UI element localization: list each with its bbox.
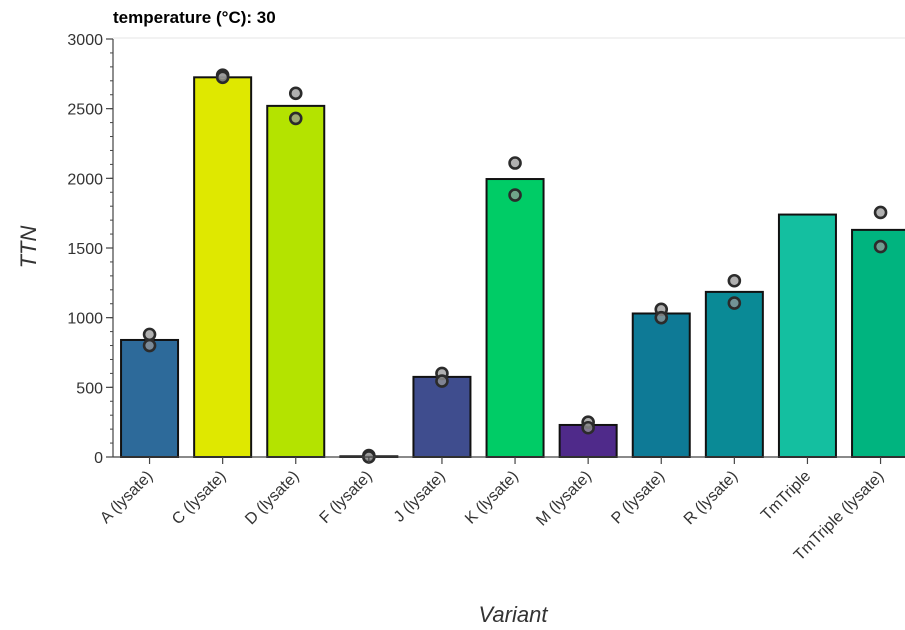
- y-tick-label: 3000: [67, 32, 103, 49]
- y-axis-label: TTN: [16, 226, 41, 269]
- bars: [120, 76, 905, 459]
- x-tick-label: D (lysate): [242, 468, 302, 528]
- bar: [704, 290, 764, 459]
- replicate-point: [727, 296, 742, 310]
- bar: [266, 104, 326, 458]
- y-tick-label: 2000: [67, 171, 103, 188]
- x-axis-label: Variant: [479, 602, 549, 627]
- y-tick-label: 500: [76, 380, 103, 397]
- y-axis: 0 500 1000 1500 2000 2500 3000: [67, 32, 114, 467]
- chart-title: temperature (°C): 30: [113, 8, 276, 27]
- replicate-point: [288, 86, 303, 101]
- replicate-point: [508, 188, 522, 202]
- x-tick-label: P (lysate): [608, 468, 668, 528]
- y-tick-label: 0: [94, 450, 103, 467]
- y-tick-label: 1000: [67, 311, 103, 328]
- x-tick-label: A (lysate): [97, 468, 156, 527]
- bar: [631, 312, 691, 458]
- replicate-point: [142, 338, 157, 353]
- replicate-point: [654, 310, 669, 325]
- replicate-point: [727, 273, 742, 288]
- x-tick-label: M (lysate): [533, 468, 595, 530]
- replicate-point: [873, 205, 888, 220]
- bar: [851, 228, 905, 458]
- bar: [777, 213, 837, 458]
- x-tick-label: TmTriple: [758, 468, 814, 524]
- bar: [485, 178, 545, 458]
- x-tick-label: K (lysate): [462, 468, 522, 528]
- replicate-point: [873, 239, 888, 254]
- replicate-point: [215, 70, 230, 85]
- replicate-point: [508, 156, 522, 170]
- x-tick-label: R (lysate): [681, 468, 741, 528]
- replicate-point: [288, 111, 303, 126]
- bar: [412, 375, 472, 458]
- x-tick-label: J (lysate): [391, 468, 449, 526]
- replicate-points: [142, 68, 888, 464]
- replicate-point: [142, 327, 157, 342]
- replicate-point: [435, 374, 449, 388]
- x-tick-label: F (lysate): [317, 468, 376, 527]
- bar: [120, 338, 180, 458]
- x-axis: A (lysate) C (lysate) D (lysate) F (lysate)…: [97, 456, 905, 564]
- x-tick-label: C (lysate): [169, 468, 229, 528]
- replicate-point: [581, 420, 595, 435]
- bar: [193, 76, 253, 458]
- y-tick-label: 2500: [67, 102, 103, 119]
- y-tick-label: 1500: [67, 241, 103, 258]
